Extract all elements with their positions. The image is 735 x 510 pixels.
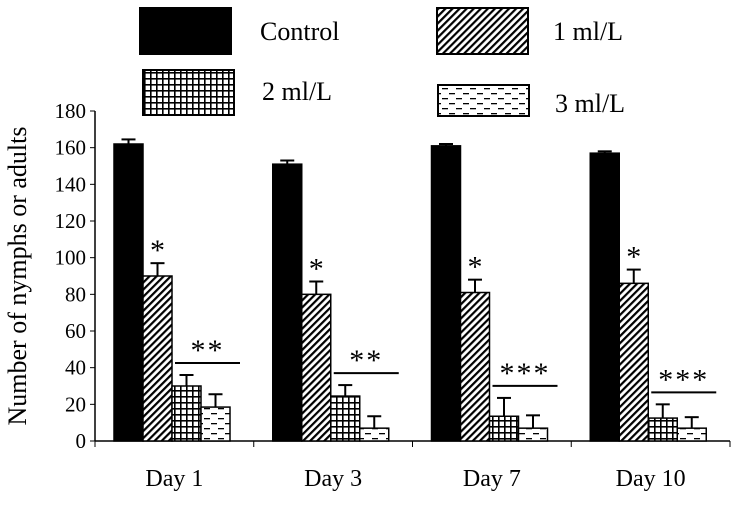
y-tick-label: 0 [76,429,87,453]
y-tick-label: 20 [65,392,86,416]
y-tick-label: 80 [65,282,86,306]
y-tick-label: 160 [55,136,87,160]
bar-2-ml-l [488,415,520,442]
bar-3-ml-l [676,427,707,442]
x-tick-label: Day 1 [145,466,203,492]
bar-control [272,163,303,442]
legend-swatch [437,84,530,117]
legend-swatch [139,7,232,55]
significance-marker: ** [191,334,225,367]
bars: ************** [113,138,717,442]
bar-2-ml-l [647,417,678,442]
y-tick-label: 40 [65,356,86,380]
bar-2-ml-l [330,395,361,442]
axes: 0 20 40 60 80 100 120 140 160 180 Day 1 Day 3 Day 7 D… [55,99,731,492]
bar-3-ml-l [517,427,549,442]
bar-1-ml-l [618,282,649,442]
bar-control [430,145,462,442]
y-tick-label: 120 [55,209,87,233]
significance-marker: * [309,253,324,286]
significance-marker: * [150,234,165,267]
legend: Control 1 ml/L 2 ml/L 3 ml/L [139,7,625,118]
bar-2-ml-l [171,385,202,442]
x-tick-label: Day 7 [463,466,521,492]
bar-control [113,143,144,442]
legend-label: 1 ml/L [553,17,623,46]
bar-3-ml-l [200,406,231,442]
significance-marker: * [626,241,641,274]
bar-1-ml-l [142,275,173,442]
x-tick-label: Day 3 [304,466,362,492]
y-tick-label: 140 [55,172,87,196]
bar-control [589,152,620,442]
x-tick-label: Day 10 [616,466,686,492]
legend-label: 2 ml/L [262,77,332,106]
y-axis-label: Number of nymphs or adults [3,127,32,426]
legend-swatch [436,7,529,55]
legend-label: 3 ml/L [555,89,625,118]
bar-3-ml-l [359,427,390,442]
significance-marker: *** [658,363,709,396]
significance-marker: *** [500,357,551,390]
legend-swatch [142,69,235,116]
significance-marker: ** [349,344,383,377]
bar-1-ml-l [459,291,491,442]
bar-1-ml-l [301,293,332,442]
significance-marker: * [468,251,483,284]
y-tick-label: 60 [65,319,86,343]
y-tick-label: 180 [55,99,87,123]
y-tick-label: 100 [55,246,87,270]
legend-label: Control [260,17,339,46]
